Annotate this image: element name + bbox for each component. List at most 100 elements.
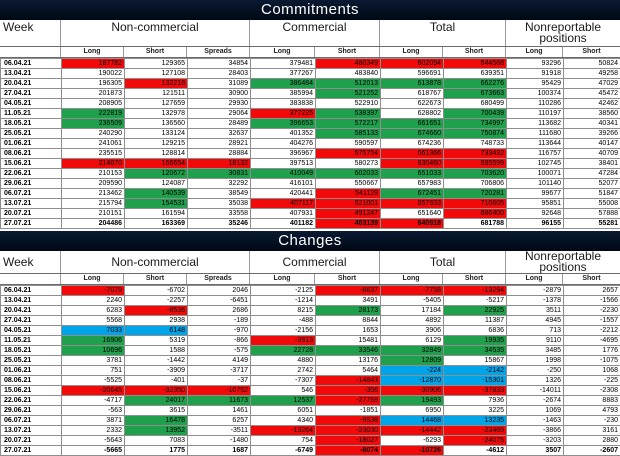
- value-cell: 3615: [125, 406, 188, 416]
- value-cell: -13264: [251, 426, 316, 436]
- value-cell: 710605: [444, 199, 507, 209]
- value-cell: 163369: [125, 219, 188, 229]
- value-cell: -1214: [251, 296, 316, 306]
- value-cell: 10696: [62, 346, 125, 356]
- value-cell: 11673: [188, 396, 251, 406]
- value-cell: 404276: [251, 139, 316, 149]
- value-cell: 672451: [381, 189, 444, 199]
- value-cell: 120672: [125, 169, 188, 179]
- value-cell: 639351: [444, 69, 507, 79]
- week-cell: 27.04.21: [1, 89, 62, 99]
- value-cell: -3203: [507, 436, 564, 446]
- value-cell: 1775: [125, 446, 188, 456]
- value-cell: -37: [188, 376, 251, 386]
- value-cell: -189: [188, 316, 251, 326]
- value-cell: 651033: [381, 169, 444, 179]
- value-cell: -2230: [564, 306, 620, 316]
- value-cell: 201873: [62, 89, 125, 99]
- value-cell: 95429: [507, 79, 564, 89]
- value-cell: 512013: [316, 79, 381, 89]
- week-header: Week: [0, 20, 61, 46]
- value-cell: 113644: [507, 139, 564, 149]
- commitments-title: Commitments: [0, 0, 620, 20]
- value-cell: 657933: [381, 199, 444, 209]
- value-cell: 713: [507, 326, 564, 336]
- week-cell: 20.04.21: [1, 79, 62, 89]
- value-cell: 29064: [188, 109, 251, 119]
- value-cell: -1442: [125, 356, 188, 366]
- value-cell: 1069: [507, 406, 564, 416]
- value-cell: -1075: [564, 356, 620, 366]
- value-cell: 674660: [381, 129, 444, 139]
- value-cell: 385994: [251, 89, 316, 99]
- value-cell: 2938: [125, 316, 188, 326]
- value-cell: 622673: [381, 99, 444, 109]
- value-cell: 35246: [188, 219, 251, 229]
- value-cell: -7307: [251, 376, 316, 386]
- value-cell: 28403: [188, 69, 251, 79]
- total-header: Total: [380, 251, 506, 273]
- week-cell: 15.06.21: [1, 386, 62, 396]
- week-cell: 18.05.21: [1, 346, 62, 356]
- value-cell: 644568: [444, 59, 507, 69]
- value-cell: 602033: [316, 169, 381, 179]
- value-cell: -2125: [251, 286, 316, 296]
- week-cell: 04.05.21: [1, 99, 62, 109]
- value-cell: 483139: [316, 219, 381, 229]
- week-cell: 22.06.21: [1, 396, 62, 406]
- col-short: Short: [563, 274, 620, 284]
- value-cell: 240290: [62, 129, 125, 139]
- value-cell: 113682: [507, 119, 564, 129]
- value-cell: 127108: [125, 69, 188, 79]
- week-cell: 27.04.21: [1, 316, 62, 326]
- value-cell: -2674: [507, 396, 564, 406]
- value-cell: 386484: [251, 79, 316, 89]
- value-cell: -225: [564, 376, 620, 386]
- value-cell: 522910: [316, 99, 381, 109]
- col-short: Short: [315, 274, 380, 284]
- week-cell: 08.06.21: [1, 149, 62, 159]
- col-short: Short: [443, 47, 506, 57]
- value-cell: -401: [125, 376, 188, 386]
- cot-report: Commitments Week Non-commercial Commerci…: [0, 0, 620, 407]
- value-cell: 674236: [381, 139, 444, 149]
- value-cell: 2686: [188, 306, 251, 316]
- value-cell: 602094: [381, 59, 444, 69]
- value-cell: -32350: [125, 386, 188, 396]
- value-cell: 1068: [564, 366, 620, 376]
- value-cell: 28884: [188, 149, 251, 159]
- value-cell: 196305: [62, 79, 125, 89]
- value-cell: -14442: [381, 426, 444, 436]
- value-cell: 410049: [251, 169, 316, 179]
- value-cell: 38401: [564, 159, 620, 169]
- value-cell: 1588: [125, 346, 188, 356]
- changes-subheader: Long Short Spreads Long Short Long Short…: [0, 274, 620, 285]
- value-cell: 129215: [125, 139, 188, 149]
- value-cell: 8844: [316, 316, 381, 326]
- value-cell: 215794: [62, 199, 125, 209]
- value-cell: 45472: [564, 89, 620, 99]
- value-cell: 127659: [125, 99, 188, 109]
- value-cell: 7083: [125, 436, 188, 446]
- value-cell: 210153: [62, 169, 125, 179]
- value-cell: 379481: [251, 59, 316, 69]
- value-cell: 33558: [188, 209, 251, 219]
- value-cell: 6836: [444, 326, 507, 336]
- value-cell: 3511: [507, 306, 564, 316]
- week-cell: 01.06.21: [1, 139, 62, 149]
- value-cell: -1566: [564, 296, 620, 306]
- value-cell: 618767: [381, 89, 444, 99]
